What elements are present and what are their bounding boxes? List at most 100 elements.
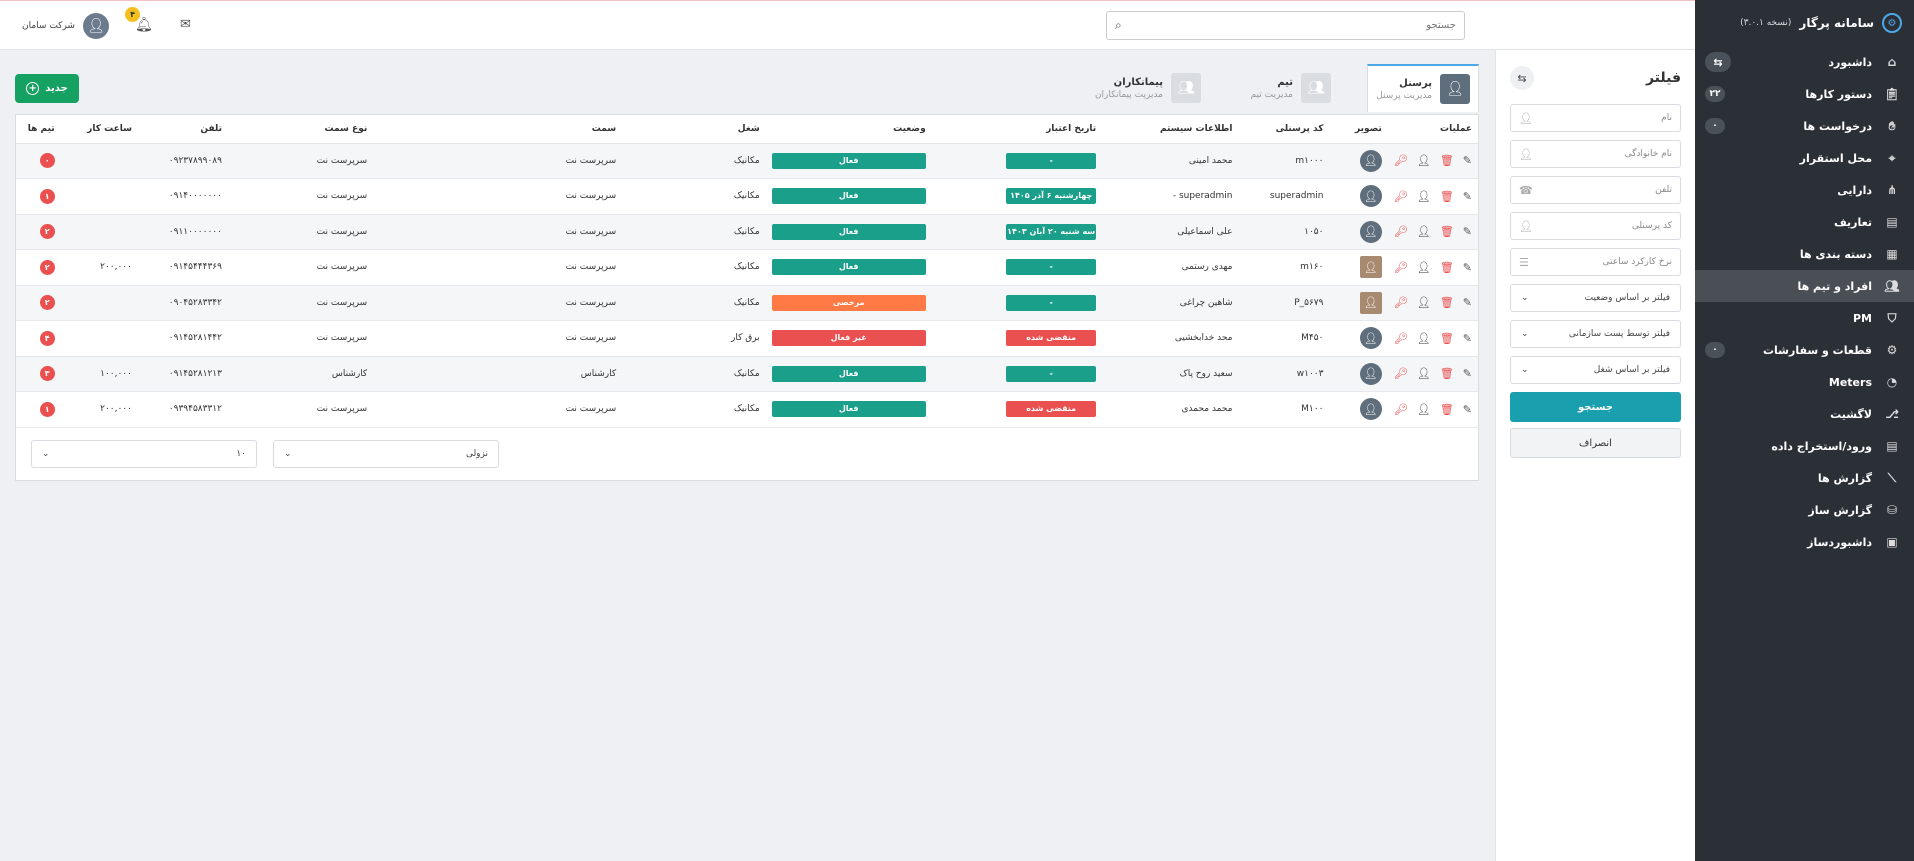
search-box[interactable]: ⌕ (1106, 11, 1465, 40)
table-body: ✎ 🗑︎ 👤︎ 🔑︎ 👤︎ m۱۰۰۰ محمد امینی - فعال مکانیک سرپرس… (16, 143, 1478, 428)
position: سرپرست نت (373, 249, 623, 286)
mail-icon[interactable]: ✉ (180, 17, 191, 32)
bell-icon[interactable]: 🔔︎ (135, 17, 153, 33)
key-icon[interactable]: 🔑︎ (1393, 331, 1408, 345)
sidebar-item[interactable]: ▤ ورود/استخراج داده (1695, 430, 1914, 462)
sidebar-item[interactable]: ◔ Meters (1695, 366, 1914, 398)
teams-count-badge[interactable]: ۴ (39, 330, 55, 346)
chevron-down-icon: ⌄ (1521, 293, 1529, 303)
edit-icon[interactable]: ✎ (1462, 296, 1472, 310)
sidebar-item[interactable]: 📋︎ دستور کارها ۲۲ (1695, 78, 1914, 110)
new-button[interactable]: + جدید (15, 74, 79, 103)
sidebar-item[interactable]: ⎇ لاگشیت (1695, 398, 1914, 430)
table-row[interactable]: ✎ 🗑︎ 👤︎ 🔑︎ 👤︎ M۱۰۰ محمد محمدی منقضی شده فعال مکان… (16, 391, 1478, 428)
edit-icon[interactable]: ✎ (1462, 189, 1472, 203)
tab-team[interactable]: 👥︎ تیم مدیریت تیم (1243, 64, 1339, 112)
filter-search-button[interactable]: جستجو (1510, 392, 1681, 422)
edit-icon[interactable]: ✎ (1462, 154, 1472, 168)
user-outline-icon: 👤︎ (1519, 111, 1533, 125)
user-check-icon[interactable]: 👤︎ (1416, 189, 1431, 203)
table-row[interactable]: ✎ 🗑︎ 👤︎ 🔑︎ 👤︎ M۴۵۰ محد خدابخشیی منقضی شده غیر فع… (16, 320, 1478, 357)
key-icon[interactable]: 🔑︎ (1393, 402, 1408, 416)
trash-icon[interactable]: 🗑︎ (1439, 367, 1454, 381)
filter-select[interactable]: فیلتر بر اساس وضعیت ⌄ (1510, 284, 1681, 312)
sidebar-item[interactable]: ⛉ PM (1695, 302, 1914, 334)
edit-icon[interactable]: ✎ (1462, 402, 1472, 416)
sidebar-item[interactable]: ⚙ قطعات و سفارشات ۰ (1695, 334, 1914, 366)
user-check-icon[interactable]: 👤︎ (1416, 225, 1431, 239)
teams-count-badge[interactable]: ۲ (39, 295, 55, 311)
user-check-icon[interactable]: 👤︎ (1416, 296, 1431, 310)
filter-select[interactable]: فیلتر بر اساس شغل ⌄ (1510, 356, 1681, 384)
edit-icon[interactable]: ✎ (1462, 260, 1472, 274)
key-icon[interactable]: 🔑︎ (1393, 189, 1408, 203)
trash-icon[interactable]: 🗑︎ (1439, 189, 1454, 203)
sidebar-collapse-icon[interactable]: ⇆ (1705, 52, 1731, 72)
tab-title: پیمانکاران (1113, 76, 1163, 88)
company-menu[interactable]: شرکت سامان 👤︎ (22, 13, 109, 39)
sidebar-item[interactable]: ▦ دسته بندی ها (1695, 238, 1914, 270)
edit-icon[interactable]: ✎ (1462, 367, 1472, 381)
sidebar-item[interactable]: ⌖ محل استقرار (1695, 142, 1914, 174)
sidebar-item[interactable]: ⋔ دارایی (1695, 174, 1914, 206)
filter-input[interactable]: تلفن ☎ (1510, 176, 1681, 204)
key-icon[interactable]: 🔑︎ (1393, 225, 1408, 239)
user-check-icon[interactable]: 👤︎ (1416, 367, 1431, 381)
validity-date-cell: - (931, 356, 1103, 392)
table-row[interactable]: ✎ 🗑︎ 👤︎ 🔑︎ 👤︎ w۱۰۰۳ سعید روح پاک - فعال مکانیک کار… (16, 356, 1478, 392)
filter-title: فیلتر (1645, 70, 1681, 86)
teams-count-badge[interactable]: ۰ (39, 153, 55, 169)
page-size-select[interactable]: ۱۰ ⌄ (31, 439, 257, 468)
trash-icon[interactable]: 🗑︎ (1439, 402, 1454, 416)
teams-count-badge[interactable]: ۱ (39, 401, 55, 417)
tab-personnel[interactable]: 👤︎ پرسنل مدیریت پرسنل (1367, 64, 1479, 112)
sidebar-item[interactable]: 👥︎ افراد و تیم ها (1695, 270, 1914, 302)
trash-icon[interactable]: 🗑︎ (1439, 225, 1454, 239)
teams-count-badge[interactable]: ۲ (39, 224, 55, 240)
user-check-icon[interactable]: 👤︎ (1416, 402, 1431, 416)
sidebar-item[interactable]: ⌂ داشبورد ⇆ (1695, 46, 1914, 78)
table-row[interactable]: ✎ 🗑︎ 👤︎ 🔑︎ 👤︎ m۱۰۰۰ محمد امینی - فعال مکانیک سرپرس… (16, 143, 1478, 179)
key-icon[interactable]: 🔑︎ (1393, 296, 1408, 310)
teams-count-badge[interactable]: ۲ (39, 259, 55, 275)
filter-input[interactable]: کد پرسنلی 👤︎ (1510, 212, 1681, 240)
column-header: وضعیت (765, 115, 932, 144)
filter-input[interactable]: نام خانوادگی 👤︎ (1510, 140, 1681, 168)
column-header: نوع سمت (227, 115, 374, 144)
key-icon[interactable]: 🔑︎ (1393, 154, 1408, 168)
sidebar-item[interactable]: ⟋ گزارش ها (1695, 462, 1914, 494)
sort-select[interactable]: نزولی ⌄ (273, 439, 499, 468)
swap-icon[interactable]: ⇆ (1510, 66, 1534, 90)
filter-select[interactable]: فیلتر توسط پست سازمانی ⌄ (1510, 320, 1681, 348)
search-input[interactable] (1127, 20, 1456, 31)
user-check-icon[interactable]: 👤︎ (1416, 154, 1431, 168)
avatar: 👤︎ (1359, 185, 1382, 208)
edit-icon[interactable]: ✎ (1462, 225, 1472, 239)
key-icon[interactable]: 🔑︎ (1393, 260, 1408, 274)
sidebar-item[interactable]: ✋︎ درخواست ها ۰ (1695, 110, 1914, 142)
table-row[interactable]: ✎ 🗑︎ 👤︎ 🔑︎ 👤︎ m۱۶۰ مهدی رستمی - فعال مکانیک سرپرست… (16, 249, 1478, 286)
table-row[interactable]: ✎ 🗑︎ 👤︎ 🔑︎ 👤︎ superadmin superadmin - چهارشنبه … (16, 178, 1478, 215)
sidebar-item[interactable]: ⛁ گزارش ساز (1695, 494, 1914, 526)
filter-input[interactable]: نرخ کارکرد ساعتی ☰ (1510, 248, 1681, 276)
flow-icon: ⎇ (1885, 407, 1899, 421)
user-check-icon[interactable]: 👤︎ (1416, 260, 1431, 274)
trash-icon[interactable]: 🗑︎ (1439, 260, 1454, 274)
filter-cancel-button[interactable]: انصراف (1510, 428, 1681, 458)
trash-icon[interactable]: 🗑︎ (1439, 296, 1454, 310)
trash-icon[interactable]: 🗑︎ (1439, 154, 1454, 168)
teams-count-badge[interactable]: ۳ (39, 366, 55, 382)
edit-icon[interactable]: ✎ (1462, 331, 1472, 345)
filter-input[interactable]: نام 👤︎ (1510, 104, 1681, 132)
trash-icon[interactable]: 🗑︎ (1439, 331, 1454, 345)
user-check-icon[interactable]: 👤︎ (1416, 331, 1431, 345)
table-row[interactable]: ✎ 🗑︎ 👤︎ 🔑︎ 👤︎ ۱۰۵۰ علی اسماعیلی سه شنبه ۲۰ آبان… (16, 214, 1478, 250)
personnel-code: P_۵۶۷۹ (1238, 285, 1330, 321)
sidebar-item[interactable]: ▤ تعاریف (1695, 206, 1914, 238)
key-icon[interactable]: 🔑︎ (1393, 367, 1408, 381)
status-cell: فعال (765, 178, 932, 215)
table-row[interactable]: ✎ 🗑︎ 👤︎ 🔑︎ 👤︎ P_۵۶۷۹ شاهین چراغی - مرخصی مکانیک سر… (16, 285, 1478, 321)
tab-contractors[interactable]: 👥︎ پیمانکاران مدیریت پیمانکاران (1087, 64, 1209, 112)
teams-count-badge[interactable]: ۱ (39, 188, 55, 204)
sidebar-item[interactable]: ▣ داشبوردساز (1695, 526, 1914, 558)
